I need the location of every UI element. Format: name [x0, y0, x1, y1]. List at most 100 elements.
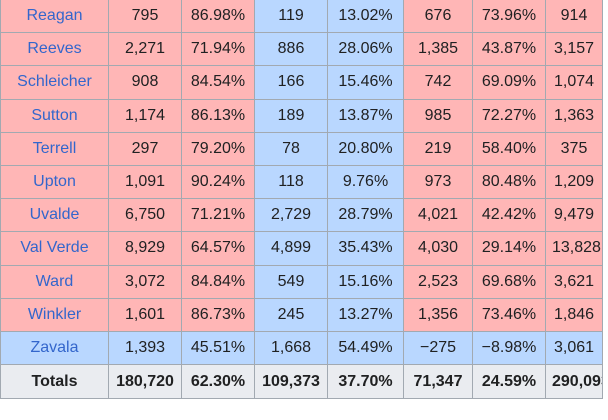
- county-link[interactable]: Ward: [0, 264, 109, 299]
- dem-pct-cell: 13.27%: [327, 297, 404, 332]
- margin-votes-cell: 985: [403, 98, 473, 133]
- rep-pct-cell: 71.94%: [181, 32, 255, 67]
- margin-votes-cell: 1,356: [403, 297, 473, 332]
- margin-votes-cell: 973: [403, 164, 473, 200]
- margin-votes-cell: 219: [403, 131, 473, 166]
- dem-pct-cell: 13.02%: [327, 0, 404, 34]
- totals-row: Totals 180,720 62.30% 109,373 37.70% 71,…: [0, 364, 603, 400]
- county-link[interactable]: Terrell: [0, 131, 109, 166]
- margin-pct-cell: −8.98%: [472, 330, 546, 366]
- totals-label: Totals: [0, 364, 109, 400]
- table-row: Zavala 1,393 45.51% 1,668 54.49% −275 −8.98% 3,…: [0, 330, 603, 366]
- total-votes-cell: 1,209: [545, 164, 603, 200]
- rep-votes-cell: 6,750: [108, 198, 182, 233]
- dem-votes-cell: 4,899: [254, 231, 328, 266]
- totals-dem-pct: 37.70%: [327, 364, 404, 400]
- margin-votes-cell: 2,523: [403, 264, 473, 299]
- rep-pct-cell: 84.84%: [181, 264, 255, 299]
- rep-votes-cell: 1,091: [108, 164, 182, 200]
- margin-pct-cell: 69.09%: [472, 65, 546, 100]
- table-row: Reeves 2,271 71.94% 886 28.06% 1,385 43.87% 3,1…: [0, 32, 603, 67]
- dem-votes-cell: 119: [254, 0, 328, 34]
- table-row: Schleicher 908 84.54% 166 15.46% 742 69.09% 1,0…: [0, 65, 603, 100]
- dem-votes-cell: 549: [254, 264, 328, 299]
- rep-pct-cell: 84.54%: [181, 65, 255, 100]
- dem-pct-cell: 9.76%: [327, 164, 404, 200]
- dem-pct-cell: 20.80%: [327, 131, 404, 166]
- table-body: Reagan 795 86.98% 119 13.02% 676 73.96% 914 Reev…: [0, 0, 603, 400]
- county-link[interactable]: Reagan: [0, 0, 109, 34]
- county-results-table: Reagan 795 86.98% 119 13.02% 676 73.96% 914 Reev…: [0, 0, 603, 400]
- table-row: Upton 1,091 90.24% 118 9.76% 973 80.48% 1,209: [0, 164, 603, 200]
- table-row: Ward 3,072 84.84% 549 15.16% 2,523 69.68% 3,621: [0, 264, 603, 299]
- dem-votes-cell: 886: [254, 32, 328, 67]
- rep-votes-cell: 1,393: [108, 330, 182, 366]
- dem-pct-cell: 15.16%: [327, 264, 404, 299]
- rep-pct-cell: 86.73%: [181, 297, 255, 332]
- margin-pct-cell: 80.48%: [472, 164, 546, 200]
- county-link[interactable]: Uvalde: [0, 198, 109, 233]
- dem-votes-cell: 166: [254, 65, 328, 100]
- margin-votes-cell: 676: [403, 0, 473, 34]
- rep-votes-cell: 908: [108, 65, 182, 100]
- margin-pct-cell: 73.46%: [472, 297, 546, 332]
- table-row: Val Verde 8,929 64.57% 4,899 35.43% 4,030 29.1…: [0, 231, 603, 266]
- margin-pct-cell: 43.87%: [472, 32, 546, 67]
- margin-votes-cell: 742: [403, 65, 473, 100]
- county-link[interactable]: Reeves: [0, 32, 109, 67]
- rep-pct-cell: 86.98%: [181, 0, 255, 34]
- margin-pct-cell: 69.68%: [472, 264, 546, 299]
- total-votes-cell: 3,621: [545, 264, 603, 299]
- dem-votes-cell: 189: [254, 98, 328, 133]
- rep-pct-cell: 71.21%: [181, 198, 255, 233]
- rep-votes-cell: 1,601: [108, 297, 182, 332]
- total-votes-cell: 3,061: [545, 330, 603, 366]
- county-link[interactable]: Val Verde: [0, 231, 109, 266]
- dem-pct-cell: 35.43%: [327, 231, 404, 266]
- margin-votes-cell: −275: [403, 330, 473, 366]
- county-link[interactable]: Upton: [0, 164, 109, 200]
- margin-pct-cell: 72.27%: [472, 98, 546, 133]
- total-votes-cell: 375: [545, 131, 603, 166]
- county-link[interactable]: Schleicher: [0, 65, 109, 100]
- total-votes-cell: 1,363: [545, 98, 603, 133]
- rep-votes-cell: 8,929: [108, 231, 182, 266]
- rep-pct-cell: 64.57%: [181, 231, 255, 266]
- county-link[interactable]: Sutton: [0, 98, 109, 133]
- rep-votes-cell: 1,174: [108, 98, 182, 133]
- total-votes-cell: 1,074: [545, 65, 603, 100]
- margin-votes-cell: 4,021: [403, 198, 473, 233]
- table-row: Reagan 795 86.98% 119 13.02% 676 73.96% 914: [0, 0, 603, 34]
- margin-pct-cell: 29.14%: [472, 231, 546, 266]
- table-row: Winkler 1,601 86.73% 245 13.27% 1,356 73.46% 1,…: [0, 297, 603, 332]
- totals-dem-votes: 109,373: [254, 364, 328, 400]
- rep-votes-cell: 297: [108, 131, 182, 166]
- dem-votes-cell: 245: [254, 297, 328, 332]
- table-row: Terrell 297 79.20% 78 20.80% 219 58.40% 375: [0, 131, 603, 166]
- rep-votes-cell: 2,271: [108, 32, 182, 67]
- totals-margin-pct: 24.59%: [472, 364, 546, 400]
- dem-pct-cell: 54.49%: [327, 330, 404, 366]
- rep-pct-cell: 90.24%: [181, 164, 255, 200]
- totals-rep-votes: 180,720: [108, 364, 182, 400]
- total-votes-cell: 914: [545, 0, 603, 34]
- rep-pct-cell: 86.13%: [181, 98, 255, 133]
- table-row: Sutton 1,174 86.13% 189 13.87% 985 72.27% 1,363: [0, 98, 603, 133]
- totals-rep-pct: 62.30%: [181, 364, 255, 400]
- dem-votes-cell: 78: [254, 131, 328, 166]
- margin-pct-cell: 42.42%: [472, 198, 546, 233]
- totals-margin-votes: 71,347: [403, 364, 473, 400]
- dem-pct-cell: 28.79%: [327, 198, 404, 233]
- dem-pct-cell: 15.46%: [327, 65, 404, 100]
- dem-pct-cell: 13.87%: [327, 98, 404, 133]
- dem-votes-cell: 118: [254, 164, 328, 200]
- county-link[interactable]: Winkler: [0, 297, 109, 332]
- total-votes-cell: 3,157: [545, 32, 603, 67]
- rep-votes-cell: 3,072: [108, 264, 182, 299]
- totals-total-votes: 290,093: [545, 364, 603, 400]
- dem-votes-cell: 2,729: [254, 198, 328, 233]
- rep-pct-cell: 45.51%: [181, 330, 255, 366]
- total-votes-cell: 9,479: [545, 198, 603, 233]
- total-votes-cell: 13,828: [545, 231, 603, 266]
- county-link[interactable]: Zavala: [0, 330, 109, 366]
